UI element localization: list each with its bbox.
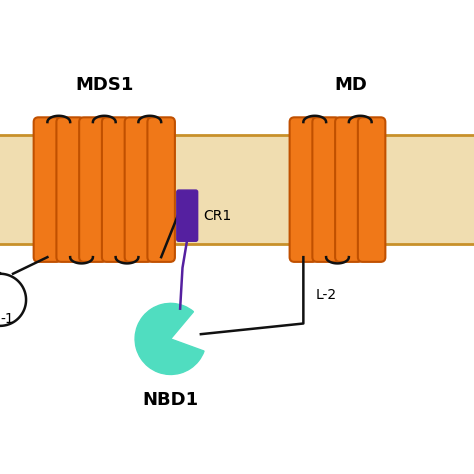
- FancyBboxPatch shape: [335, 118, 363, 262]
- FancyBboxPatch shape: [312, 118, 340, 262]
- Text: NBD1: NBD1: [143, 391, 199, 409]
- Text: MDS1: MDS1: [75, 76, 134, 94]
- Text: -1: -1: [0, 312, 14, 326]
- FancyBboxPatch shape: [79, 118, 107, 262]
- FancyBboxPatch shape: [125, 118, 152, 262]
- FancyBboxPatch shape: [290, 118, 317, 262]
- Wedge shape: [135, 303, 204, 374]
- Text: CR1: CR1: [203, 209, 231, 223]
- Text: MD: MD: [334, 76, 367, 94]
- Text: L-2: L-2: [315, 288, 337, 302]
- FancyBboxPatch shape: [56, 118, 84, 262]
- FancyBboxPatch shape: [177, 190, 198, 241]
- FancyBboxPatch shape: [34, 118, 61, 262]
- FancyBboxPatch shape: [358, 118, 385, 262]
- FancyBboxPatch shape: [0, 135, 474, 244]
- FancyBboxPatch shape: [102, 118, 129, 262]
- FancyBboxPatch shape: [147, 118, 175, 262]
